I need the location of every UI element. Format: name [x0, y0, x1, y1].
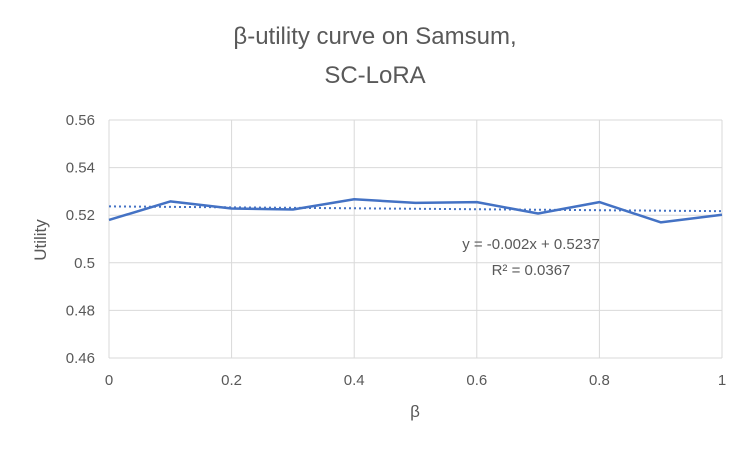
y-axis-title: Utility [31, 219, 50, 261]
x-tick-label: 0.8 [589, 372, 610, 389]
y-tick-label: 0.48 [66, 302, 95, 319]
x-tick-label: 0.6 [466, 372, 487, 389]
trendline-group [109, 206, 722, 211]
x-tick-label: 0.2 [221, 372, 242, 389]
x-tick-label: 0 [105, 372, 113, 389]
chart-title-line-1: β-utility curve on Samsum, [233, 23, 516, 50]
x-axis-title: β [410, 402, 420, 421]
trendline [109, 206, 722, 211]
y-tick-label: 0.54 [66, 160, 95, 177]
y-tick-label: 0.56 [66, 112, 95, 129]
x-tick-label: 1 [718, 372, 726, 389]
trendline-r-squared: R² = 0.0367 [492, 262, 571, 279]
x-tick-label: 0.4 [344, 372, 365, 389]
gridlines [109, 120, 722, 358]
tick-labels: 0.46 0.48 0.5 0.52 0.54 0.56 0 0.2 0.4 0.6 0.8 1 [66, 112, 726, 389]
y-tick-label: 0.46 [66, 350, 95, 367]
y-tick-label: 0.52 [66, 207, 95, 224]
y-tick-label: 0.5 [74, 255, 95, 272]
trendline-equation: y = -0.002x + 0.5237 [462, 236, 600, 253]
chart-title-line-2: SC-LoRA [324, 62, 425, 89]
